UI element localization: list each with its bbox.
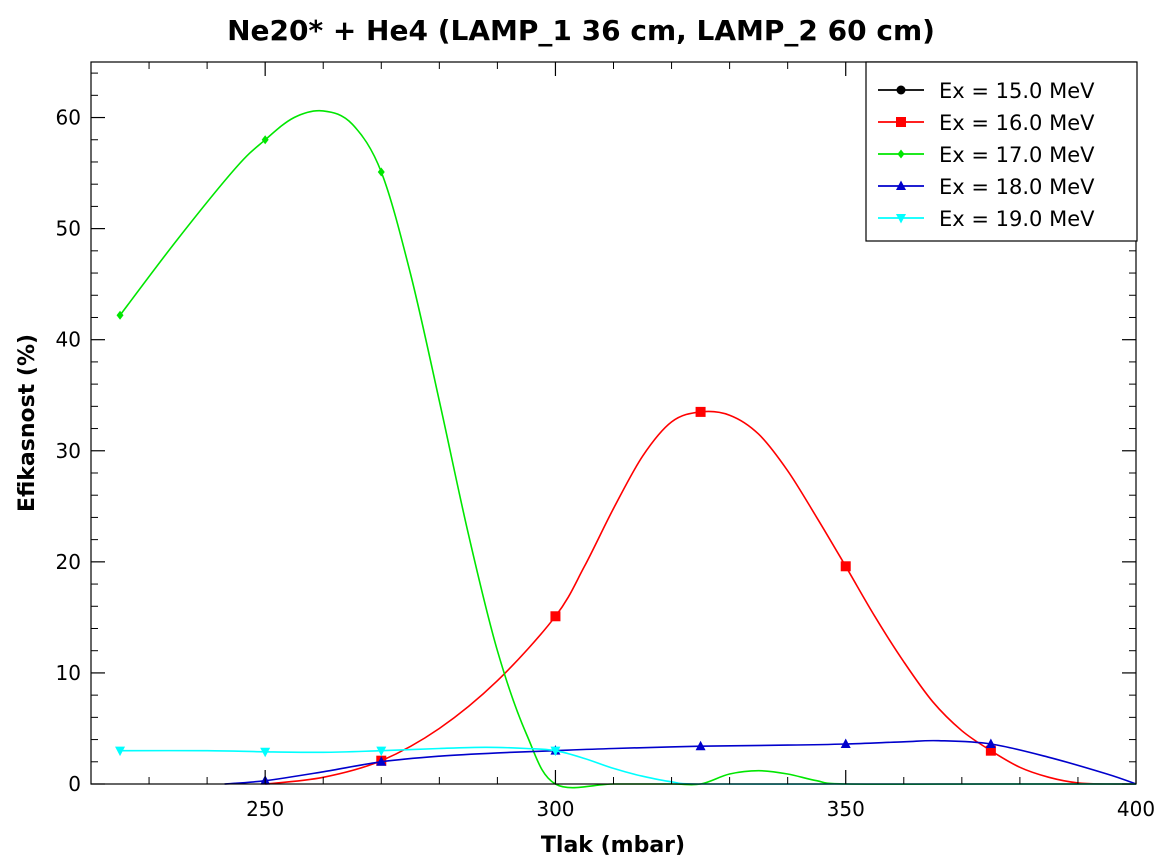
series-layer (115, 109, 1137, 789)
y-axis-label: Efikasnost (%) (15, 334, 40, 512)
series-3 (116, 109, 1136, 789)
data-point (985, 738, 996, 749)
data-point (116, 310, 124, 320)
legend-label: Ex = 17.0 MeV (939, 143, 1095, 167)
legend-box (865, 61, 1138, 242)
y-tick-label: 0 (68, 772, 81, 796)
data-point (376, 746, 387, 757)
x-axis-label: Tlak (mbar) (541, 833, 685, 858)
ticks-layer: 250 300 350 400 0 10 20 30 40 50 60 (56, 62, 1155, 821)
x-tick-label: 250 (246, 797, 284, 821)
legend-swatch-marker (896, 180, 906, 190)
y-tick-label: 10 (56, 661, 81, 685)
data-point (550, 746, 561, 757)
legend-label: Ex = 18.0 MeV (939, 175, 1095, 199)
legend-swatch-marker (896, 117, 906, 127)
series-line (119, 109, 1136, 789)
legend-swatch-marker (896, 214, 906, 224)
y-tick-label: 50 (56, 217, 81, 241)
data-point (695, 406, 706, 417)
data-point (985, 745, 996, 756)
y-tick-label: 30 (56, 439, 81, 463)
data-point (550, 611, 561, 622)
legend-item: Ex = 18.0 MeV (878, 175, 1095, 199)
legend-item: Ex = 16.0 MeV (878, 111, 1095, 135)
data-point (840, 561, 851, 572)
chart-title: Ne20* + He4 (LAMP_1 36 cm, LAMP_2 60 cm) (227, 14, 935, 47)
series-line (265, 410, 1137, 785)
data-point (260, 747, 271, 758)
legend-label: Ex = 19.0 MeV (939, 207, 1095, 231)
y-tick-label: 60 (56, 106, 81, 130)
legend: Ex = 15.0 MeV Ex = 16.0 MeV Ex = 17.0 MeV E… (865, 61, 1138, 242)
data-point (115, 746, 126, 757)
y-tick-label: 40 (56, 328, 81, 352)
data-point (377, 167, 385, 177)
legend-label: Ex = 15.0 MeV (939, 79, 1095, 103)
data-point (695, 740, 706, 751)
data-point (376, 756, 387, 766)
legend-item: Ex = 19.0 MeV (878, 207, 1095, 231)
legend-swatch-marker (897, 149, 905, 159)
x-tick-label: 400 (1117, 797, 1155, 821)
legend-label: Ex = 16.0 MeV (939, 111, 1095, 135)
data-point (261, 135, 269, 145)
x-tick-label: 350 (827, 797, 865, 821)
legend-swatch-marker (896, 85, 906, 95)
y-tick-label: 20 (56, 550, 81, 574)
data-point (840, 738, 851, 749)
legend-item: Ex = 15.0 MeV (878, 79, 1095, 103)
x-tick-label: 300 (536, 797, 574, 821)
legend-item: Ex = 17.0 MeV (878, 143, 1095, 167)
